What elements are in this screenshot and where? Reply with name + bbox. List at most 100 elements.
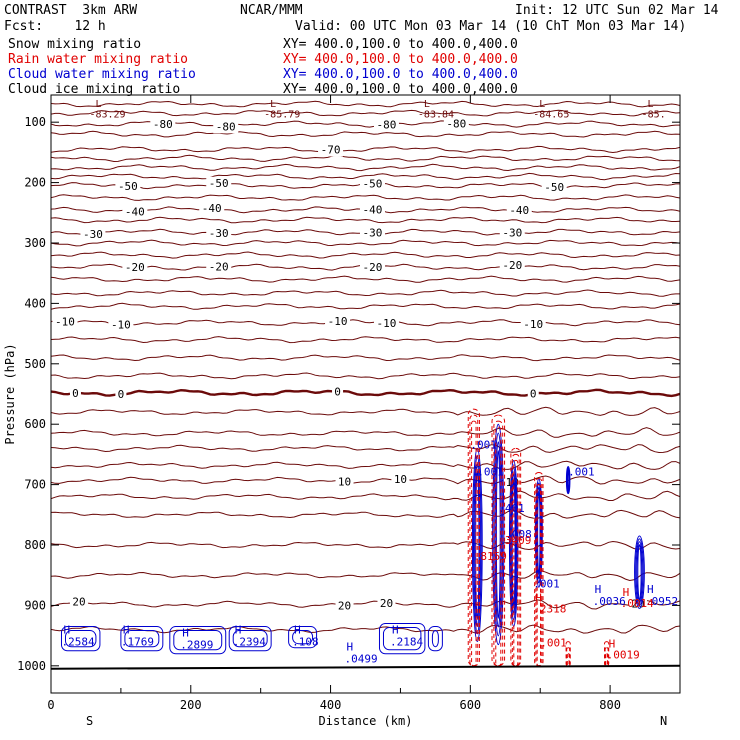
minimum-marker: L [539,99,545,110]
y-tick-label: 1000 [17,659,46,673]
legend-xy: XY= 400.0,100.0 to 400.0,400.0 [283,67,518,82]
rain-shaft [491,414,506,667]
isotherm-label-bg [122,260,148,274]
isotherm-line [51,100,680,108]
isotherm-line [51,388,680,398]
isotherm-label: 10 [338,476,351,489]
isotherm-line [51,444,680,454]
isotherm-label-bg [69,595,88,609]
legend-name: Cloud ice mixing ratio [8,82,181,97]
isotherm-label: -50 [363,178,383,191]
cloud-tower [494,441,502,628]
isotherm-label-bg [359,261,385,275]
rain-shaft [493,420,504,667]
rain-shaft [510,447,522,667]
y-axis-title: Pressure (hPa) [3,343,17,444]
isotherm-label: -80 [377,119,397,132]
isotherm-line [51,475,680,485]
plot-frame [50,94,681,694]
cloud-max-value: .2584 [61,636,94,649]
rain-max-marker: H [535,592,542,605]
forecast-hour: Fcst: 12 h [4,19,106,34]
isotherm-line [51,154,680,163]
legend-name: Rain water mixing ratio [8,52,189,67]
cloud-cell [60,626,101,652]
isotherm-line [51,289,680,297]
cloud-max-marker: H [294,624,301,637]
north-label: N [660,714,667,728]
rain-max-marker: H [609,638,616,651]
isotherm-label-bg [52,315,78,329]
cloud-max-marker: H [63,624,70,637]
y-tick-label: 500 [24,357,46,371]
isotherm-line [51,509,680,519]
minimum-value: -85. [642,109,666,120]
cloud-max-value: .0952 [645,595,678,608]
cloud-tower [537,491,541,575]
minimum-marker: L [424,99,430,110]
legend-xy: XY= 400.0,100.0 to 400.0,400.0 [283,37,518,52]
center-name: NCAR/MMM [240,3,303,18]
isotherm-line [51,336,680,344]
isotherm-label-bg [499,258,525,272]
cloud-cell [232,630,268,648]
isotherm-line [51,460,680,470]
isotherm-label-bg [199,201,225,215]
isotherm-label: 0 [118,388,125,401]
minimum-value: -83.84 [418,109,454,120]
isotherm-label-bg [359,203,385,217]
isotherm-label-bg [541,180,567,194]
x-tick-label: 200 [180,698,202,712]
cloud-max-marker: H [235,624,242,637]
legend-xy: XY= 400.0,100.0 to 400.0,400.0 [283,52,518,67]
isotherm-label-bg [150,117,176,131]
isotherm-label: 0 [530,388,537,401]
rain-max-value: .2318 [533,603,566,616]
rain-shaft [565,641,571,667]
isotherm-line [51,302,680,310]
isotherm-label: -50 [544,181,564,194]
cloud-max-marker: H [595,583,602,596]
cloud-max-value: .2394 [233,636,266,649]
isotherm-line [51,130,680,138]
cloud-cell [173,630,223,651]
isotherm-label: 10 [394,473,407,486]
y-tick-label: 200 [24,176,46,190]
isotherm-label: -80 [446,117,466,130]
isotherm-label: -40 [202,202,222,215]
cloud-tower [635,538,644,607]
cloud-contour-label: .008 [505,528,532,541]
isotherm-label: -10 [377,317,397,330]
cloud-cell [120,626,164,652]
isotherm-label: -10 [523,318,543,331]
isotherm-label-bg [443,117,469,131]
cloud-cell [64,630,97,648]
isotherm-line [51,145,680,154]
isotherm-line [51,319,680,327]
isotherm-label-bg [499,226,525,240]
cloud-cell [288,626,318,649]
isotherm-label-bg [318,143,344,157]
cloud-cell [431,630,439,648]
isotherm-label: -40 [125,206,145,219]
model-name: CONTRAST 3km ARW [4,3,138,18]
minimum-value: -85.79 [264,109,300,120]
y-tick-label: 300 [24,236,46,250]
cloud-cell [124,630,160,648]
cloud-cell [378,623,426,655]
rain-shaft [605,653,608,667]
y-tick-label: 900 [24,598,46,612]
isotherm-line [51,194,680,201]
y-tick-label: 700 [24,478,46,492]
minimum-marker: L [648,99,654,110]
rain-shaft [604,647,609,667]
isotherm-label: 20 [72,596,85,609]
cloud-tower [495,450,501,619]
isotherm-label: -50 [118,180,138,193]
isotherm-label-bg [359,177,385,191]
cloud-contour-label: .401 [498,502,525,515]
isotherm-line [51,490,680,501]
cloud-max-value: .0499 [345,653,378,666]
cloud-cell [382,627,422,651]
x-tick-label: 600 [459,698,481,712]
